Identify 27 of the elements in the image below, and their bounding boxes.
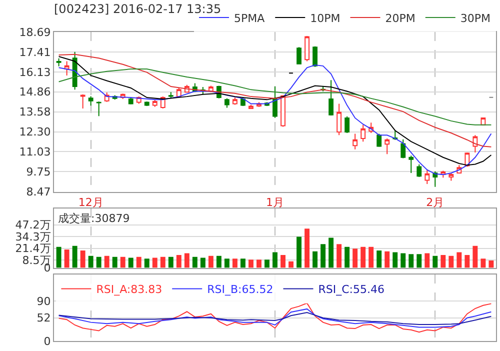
legend-label: 10PM [310,12,340,25]
legend-label: RSI_B:65.52 [207,283,274,296]
y-tick-label: 34.3万 [15,230,51,244]
legend-label: 20PM [385,12,416,25]
x-tick-label: 2月 [426,196,444,209]
y-tick-label: 8.47 [26,186,51,199]
y-tick-label: 0 [44,334,51,348]
x-tick-label: 12月 [78,196,104,209]
y-tick-label: 13.58 [19,106,51,119]
annotation: 成交量:30879 [58,212,130,225]
y-tick-label: 14.86 [19,86,51,99]
y-tick-label: 11.03 [19,146,51,159]
y-tick-label: 90 [36,294,51,308]
legend-label: 5PMA [234,12,266,25]
y-tick-label: 21.4万 [15,242,51,256]
y-tick-label: 47.2万 [15,218,51,232]
y-tick-label: 18.69 [19,26,51,39]
legend-label: RSI_C:55.46 [318,283,384,296]
y-tick-label: 17.41 [19,46,51,59]
y-tick-label: 16.13 [19,66,51,79]
y-tick-label: 9.75 [26,166,51,179]
chart-title: [002423] 2016-02-17 13:35 [54,2,222,16]
legend-label: 30PM [460,12,490,25]
legend-label: RSI_A:83.83 [96,283,162,296]
x-tick-label: 1月 [266,196,284,209]
y-tick-label: 12.30 [19,126,51,139]
y-tick-label: 52 [36,312,51,325]
